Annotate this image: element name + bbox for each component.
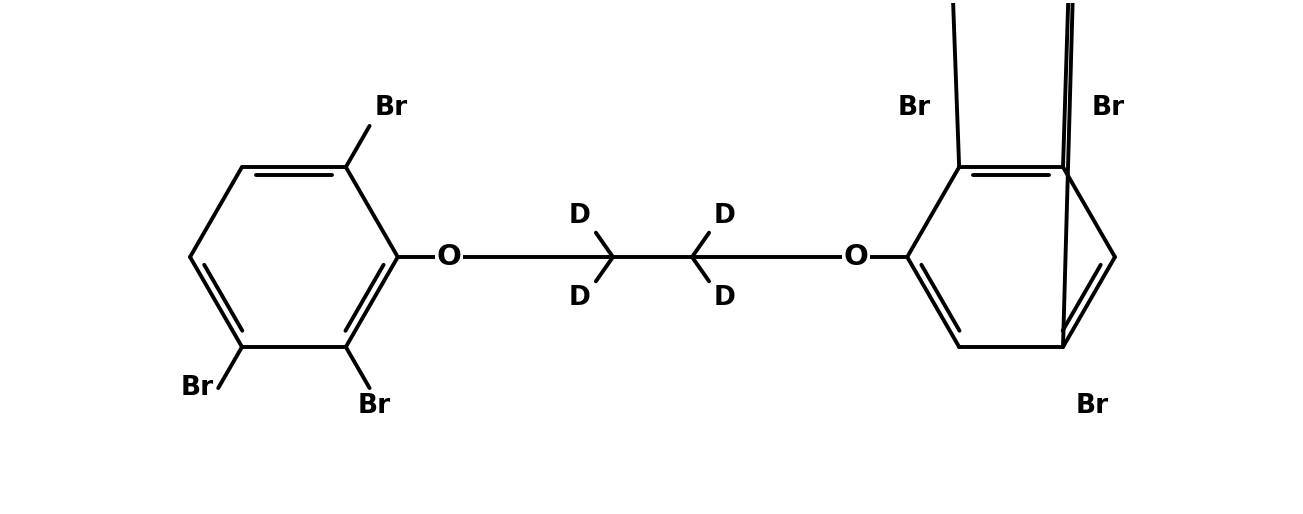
Text: D: D — [569, 203, 592, 229]
Text: Br: Br — [180, 375, 214, 401]
Text: O: O — [437, 243, 461, 271]
Text: D: D — [714, 285, 736, 311]
Text: Br: Br — [1092, 95, 1124, 121]
Text: D: D — [714, 203, 736, 229]
Text: D: D — [569, 285, 592, 311]
Text: Br: Br — [358, 393, 391, 419]
Text: Br: Br — [1075, 393, 1109, 419]
Text: Br: Br — [898, 95, 930, 121]
Text: O: O — [843, 243, 868, 271]
Text: Br: Br — [374, 95, 408, 121]
